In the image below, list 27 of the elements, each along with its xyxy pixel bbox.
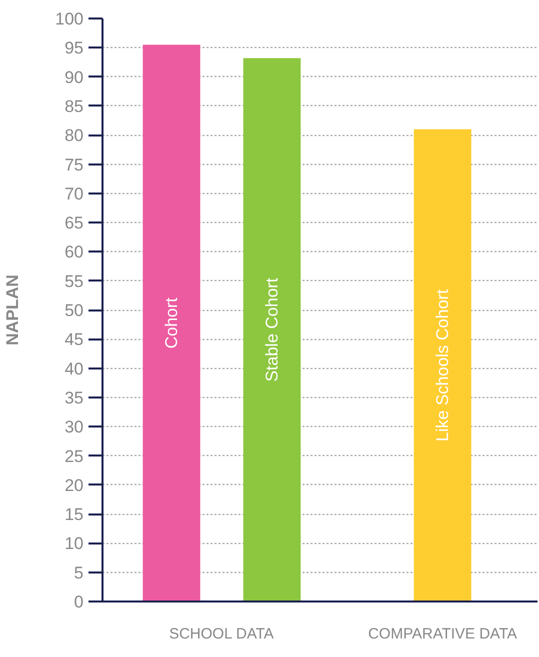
y-tick-label: 75 (64, 155, 84, 174)
y-tick-label: 80 (64, 126, 84, 146)
y-tick-label: 10 (64, 534, 84, 554)
y-tick-label: 70 (64, 184, 84, 204)
y-tick-label: 20 (64, 476, 84, 495)
y-tick-label: 25 (64, 446, 84, 466)
x-tick-label: COMPARATIVE DATA (368, 626, 518, 642)
y-tick-label: 40 (64, 359, 84, 378)
x-tick-label: SCHOOL DATA (169, 626, 274, 642)
y-tick-label: 15 (64, 505, 84, 524)
y-axis-title: NAPLAN (3, 274, 22, 346)
series-label: Stable Cohort (262, 278, 282, 382)
y-tick-label: 50 (64, 301, 84, 320)
y-tick-label: 85 (64, 96, 84, 116)
y-tick-label: 60 (64, 242, 84, 262)
series-label: Cohort (162, 297, 182, 349)
y-tick-label: 0 (74, 592, 84, 612)
y-tick-label: 100 (55, 10, 84, 28)
y-tick-label: 45 (64, 330, 84, 350)
y-tick-label: 5 (74, 563, 84, 582)
y-tick-label: 65 (64, 214, 84, 233)
y-tick-label: 90 (64, 68, 84, 87)
y-tick-label: 55 (64, 272, 84, 291)
y-tick-label: 30 (64, 418, 84, 437)
y-tick-label: 35 (64, 388, 84, 408)
series-label: Like Schools Cohort (433, 289, 452, 442)
y-tick-label: 95 (64, 38, 84, 58)
